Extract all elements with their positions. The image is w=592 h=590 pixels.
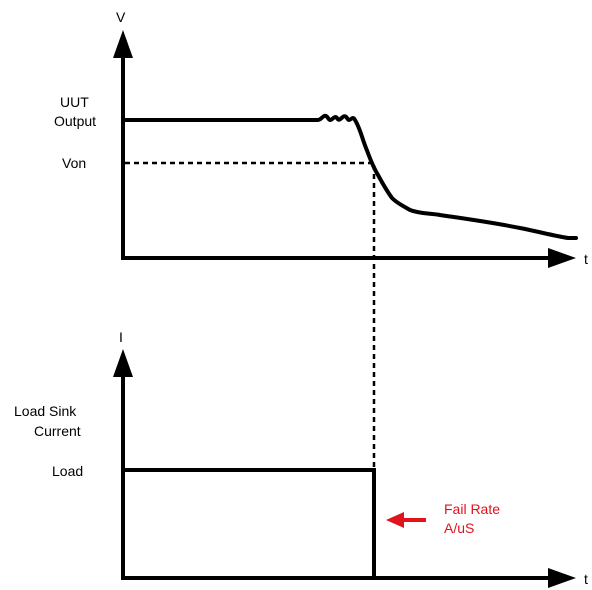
uut-output-label-line2: Output — [54, 113, 96, 129]
voltage-graph: V t UUT Output Von — [54, 9, 588, 268]
voltage-axis-label: V — [116, 9, 126, 25]
fail-rate-annotation: Fail Rate A/uS — [386, 501, 500, 536]
left-arrow-icon — [386, 512, 426, 528]
current-time-axis-label: t — [584, 571, 588, 587]
current-axis-label: I — [119, 329, 123, 345]
load-level-label: Load — [52, 463, 83, 479]
voltage-x-axis-arrowhead — [548, 248, 576, 268]
voltage-y-axis-arrowhead — [113, 30, 133, 58]
load-sink-current-label-line1: Load Sink — [14, 403, 77, 419]
uut-output-voltage-curve — [121, 113, 578, 240]
fail-rate-unit-label: A/uS — [444, 520, 474, 536]
voltage-time-axis-label: t — [584, 251, 588, 267]
von-label: Von — [62, 155, 86, 171]
load-sink-current-waveform — [123, 468, 376, 578]
current-x-axis-arrowhead — [548, 568, 576, 588]
current-y-axis-arrowhead — [113, 349, 133, 377]
current-graph: I t Load Sink Current Load — [14, 329, 588, 588]
load-sink-current-label-line2: Current — [34, 423, 81, 439]
uut-output-label-line1: UUT — [60, 94, 89, 110]
fail-rate-label: Fail Rate — [444, 501, 500, 517]
